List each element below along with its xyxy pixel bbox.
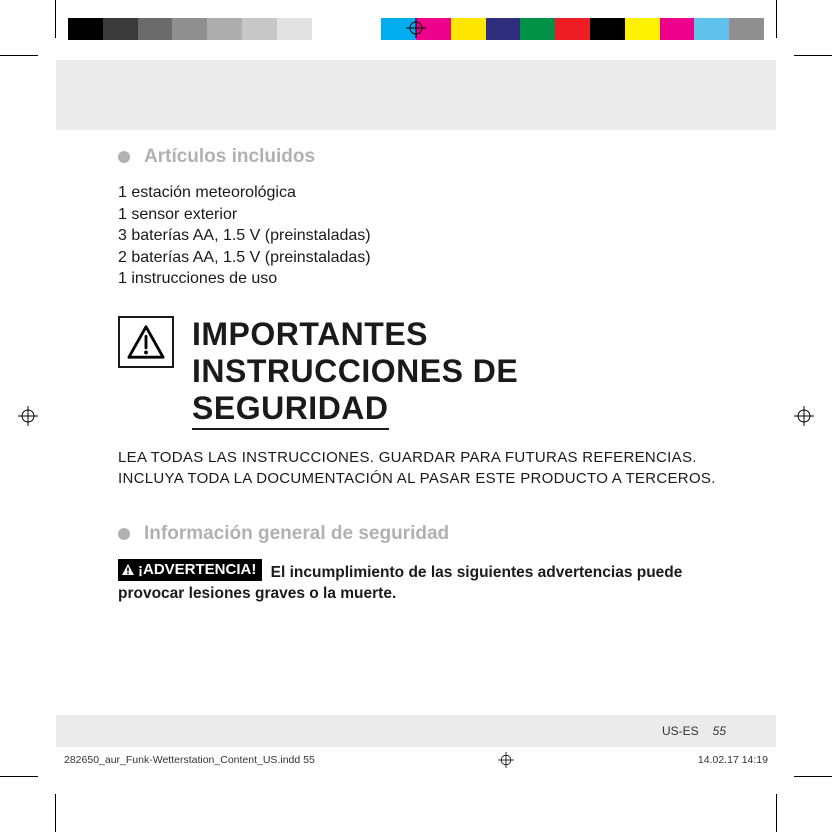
warning-triangle-icon: [121, 563, 135, 577]
safety-title-line3: SEGURIDAD: [192, 390, 389, 431]
read-all-instructions: LEA TODAS LAS INSTRUCCIONES. GUARDAR PAR…: [118, 448, 726, 489]
registration-mark-icon: [18, 406, 38, 426]
list-item: 1 instrucciones de uso: [118, 268, 726, 290]
section-title-text: Información general de seguridad: [144, 523, 449, 545]
list-item: 3 baterías AA, 1.5 V (preinstaladas): [118, 225, 726, 247]
list-item: 1 sensor exterior: [118, 204, 726, 226]
bullet-icon: [118, 151, 130, 163]
page-content: Artículos incluidos 1 estación meteoroló…: [56, 60, 776, 772]
advertencia-badge-text: ¡ADVERTENCIA!: [138, 560, 256, 580]
footer-page-number: 55: [713, 724, 726, 738]
section-title-text: Artículos incluidos: [144, 146, 315, 168]
list-item: 1 estación meteorológica: [118, 182, 726, 204]
print-slug: 282650_aur_Funk-Wetterstation_Content_US…: [56, 748, 776, 772]
advertencia-badge: ¡ADVERTENCIA!: [118, 559, 262, 581]
slug-file: 282650_aur_Funk-Wetterstation_Content_US…: [64, 754, 315, 766]
header-band: [56, 60, 776, 130]
included-items-list: 1 estación meteorológica1 sensor exterio…: [118, 182, 726, 290]
footer-band: US-ES 55: [56, 715, 776, 747]
registration-mark-icon: [794, 406, 814, 426]
safety-heading-block: IMPORTANTES INSTRUCCIONES DE SEGURIDAD: [118, 316, 726, 430]
section-title-general-info: Información general de seguridad: [118, 523, 726, 545]
warning-triangle-icon: [118, 316, 174, 368]
section-title-included: Artículos incluidos: [118, 146, 726, 168]
registration-mark-icon: [406, 18, 426, 38]
registration-mark-icon: [498, 752, 514, 768]
footer-lang: US-ES: [662, 724, 699, 738]
safety-title-line1: IMPORTANTES: [192, 316, 428, 352]
safety-title-line2: INSTRUCCIONES DE: [192, 353, 518, 389]
slug-timestamp: 14.02.17 14:19: [698, 754, 768, 766]
bullet-icon: [118, 528, 130, 540]
safety-title: IMPORTANTES INSTRUCCIONES DE SEGURIDAD: [192, 316, 518, 430]
list-item: 2 baterías AA, 1.5 V (preinstaladas): [118, 247, 726, 269]
advertencia-line: ¡ADVERTENCIA! El incumplimiento de las s…: [118, 559, 726, 605]
